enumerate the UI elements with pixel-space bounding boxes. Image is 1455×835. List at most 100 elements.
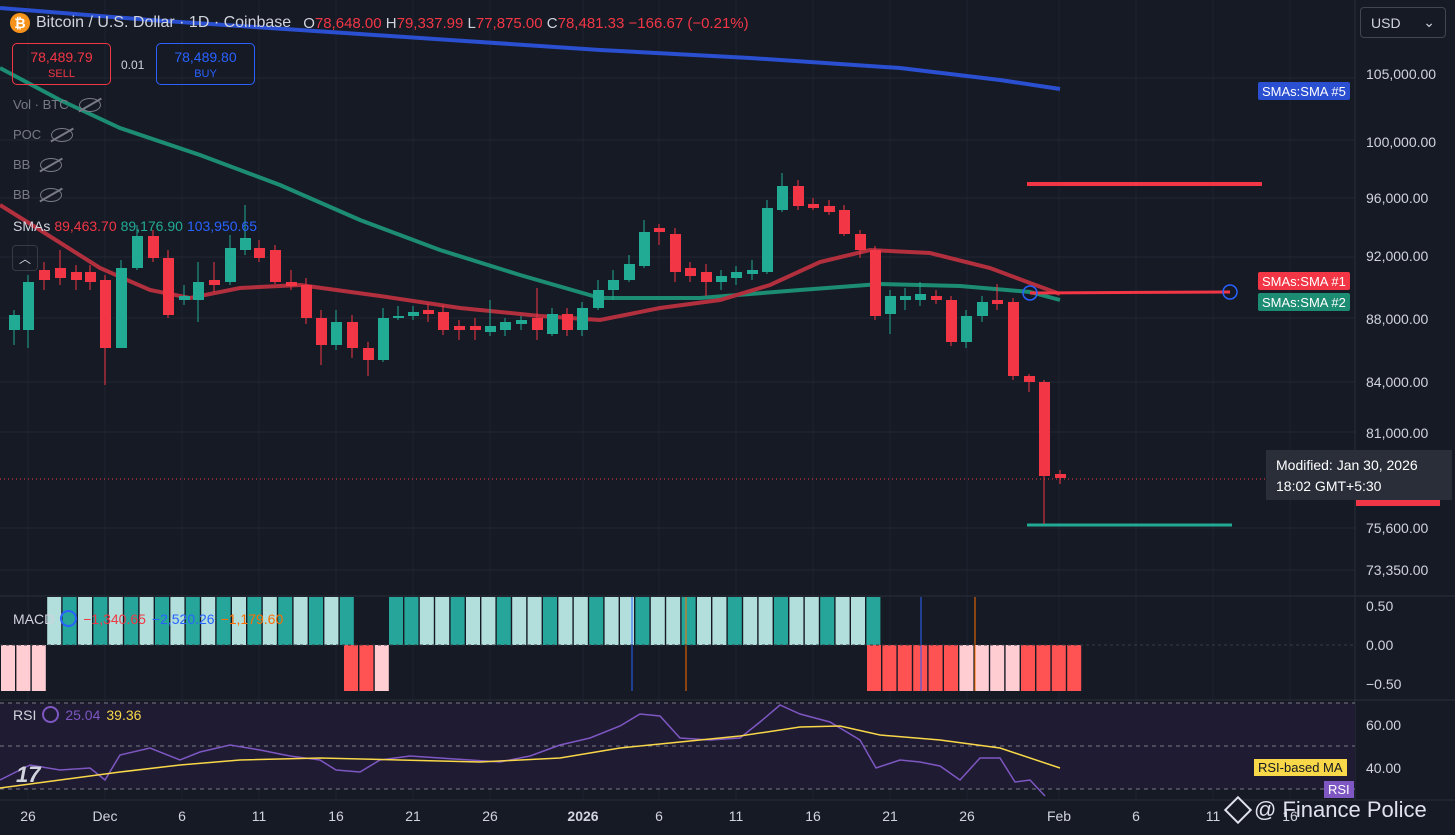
- macd-bar: [247, 597, 262, 645]
- settings-icon[interactable]: [42, 706, 60, 723]
- line-handle: [1222, 284, 1238, 300]
- macd-legend[interactable]: MACD −1,340.65 −2,520.26 −1,179.60: [13, 610, 283, 627]
- macd-bar: [359, 645, 374, 691]
- candle-body: [363, 348, 374, 360]
- price-label: 92,000.00: [1366, 248, 1429, 264]
- eye-off-icon[interactable]: [40, 157, 63, 172]
- price-label: 75,600.00: [1366, 520, 1429, 536]
- smas-label: SMAs: [13, 218, 51, 234]
- time-label: 16: [1282, 808, 1298, 824]
- macd-bar: [974, 645, 989, 691]
- time-label: 6: [655, 808, 663, 824]
- sma2-line: [0, 66, 1061, 302]
- macd-axis-label: −0.50: [1366, 676, 1402, 692]
- settings-icon[interactable]: [60, 610, 78, 627]
- candle-body: [240, 238, 251, 250]
- diamond-icon: [1223, 795, 1253, 825]
- price-label: 100,000.00: [1366, 134, 1437, 150]
- candle-body: [331, 322, 342, 345]
- time-label: 11: [251, 808, 267, 824]
- macd-bar: [558, 597, 573, 645]
- candle-body: [1024, 376, 1035, 382]
- candle-body: [179, 296, 190, 300]
- macd-bar: [758, 597, 773, 645]
- candle-body: [1055, 474, 1066, 478]
- macd-bar: [374, 645, 389, 691]
- sma2-tag: SMAs:SMA #2: [1258, 293, 1350, 311]
- candle-body: [270, 250, 281, 282]
- macd-bar: [155, 597, 169, 645]
- eye-off-icon[interactable]: [40, 187, 63, 202]
- macd-axis-label: 0.50: [1366, 598, 1394, 614]
- candle-body: [1039, 382, 1050, 476]
- indicator-smas[interactable]: SMAs 89,463.70 89,176.90 103,950.65: [13, 218, 257, 234]
- indicator-bb-1[interactable]: BB: [13, 157, 63, 172]
- indicator-volume[interactable]: Vol · BTC: [13, 97, 101, 112]
- candle-body: [39, 270, 50, 280]
- candle-body: [793, 186, 804, 206]
- macd-bar: [108, 597, 123, 645]
- candle-body: [485, 326, 496, 332]
- currency-value: USD: [1371, 14, 1401, 31]
- eye-off-icon[interactable]: [51, 127, 74, 142]
- macd-bar: [1, 645, 15, 691]
- macd-axis-label: 0.00: [1366, 637, 1394, 653]
- candle-body: [639, 232, 650, 266]
- rsi-legend[interactable]: RSI 25.04 39.36: [13, 706, 141, 723]
- buy-button[interactable]: 78,489.80 BUY: [156, 43, 255, 85]
- macd-bar: [93, 597, 108, 645]
- candle-body: [716, 276, 727, 282]
- candle-body: [347, 322, 358, 348]
- rsi-line: [0, 704, 1046, 797]
- sma1-value: 89,463.70: [54, 218, 117, 234]
- macd-bar: [450, 597, 465, 645]
- time-label: 21: [405, 808, 421, 824]
- candle-body: [132, 236, 143, 268]
- candle-body: [577, 308, 588, 330]
- currency-select[interactable]: USD ⌄: [1360, 7, 1446, 38]
- macd-bar: [851, 597, 865, 645]
- time-label: 26: [959, 808, 975, 824]
- macd-bar: [650, 597, 665, 645]
- time-label: 16: [805, 808, 821, 824]
- macd-bar: [990, 645, 1005, 691]
- collapse-legend-button[interactable]: ︿: [12, 245, 38, 271]
- macd-bar: [309, 597, 323, 645]
- candle-body: [624, 264, 635, 280]
- candle-body: [808, 204, 819, 208]
- rsi-ma-line: [0, 725, 1061, 789]
- candle-body: [316, 318, 327, 345]
- macd-bar: [1021, 645, 1035, 691]
- macd-bar: [543, 597, 557, 645]
- tooltip-line2: 18:02 GMT+5:30: [1276, 478, 1382, 494]
- macd-bar: [774, 597, 788, 645]
- sell-button[interactable]: 78,489.79 SELL: [12, 43, 111, 85]
- macd-bar: [620, 597, 634, 645]
- indicator-bb-2[interactable]: BB: [13, 187, 63, 202]
- rsi-axis-label: 40.00: [1366, 760, 1402, 776]
- macd-bar: [712, 597, 727, 645]
- macd-signal-value: −1,179.60: [220, 610, 284, 627]
- sell-price: 78,489.79: [30, 48, 93, 65]
- macd-bar: [339, 597, 354, 645]
- indicator-poc[interactable]: POC: [13, 127, 74, 142]
- candle-body: [116, 268, 127, 348]
- macd-bar: [820, 597, 835, 645]
- macd-bar: [882, 645, 897, 691]
- rsi-ma-value: 39.36: [106, 706, 142, 723]
- rsi-ma-tag: RSI-based MA: [1254, 759, 1347, 776]
- candle-body: [593, 290, 604, 308]
- symbol-title[interactable]: Bitcoin / U.S. Dollar · 1D · Coinbase: [36, 14, 292, 31]
- macd-bar: [635, 597, 650, 645]
- candle-body: [931, 296, 942, 300]
- candle-body: [777, 186, 788, 210]
- macd-bar: [124, 597, 139, 645]
- macd-bar: [897, 645, 912, 691]
- macd-bar: [835, 597, 850, 645]
- macd-bar: [959, 645, 974, 691]
- candle-body: [900, 296, 911, 300]
- candle-body: [286, 282, 297, 286]
- eye-off-icon[interactable]: [78, 97, 101, 112]
- candle-body: [254, 248, 265, 258]
